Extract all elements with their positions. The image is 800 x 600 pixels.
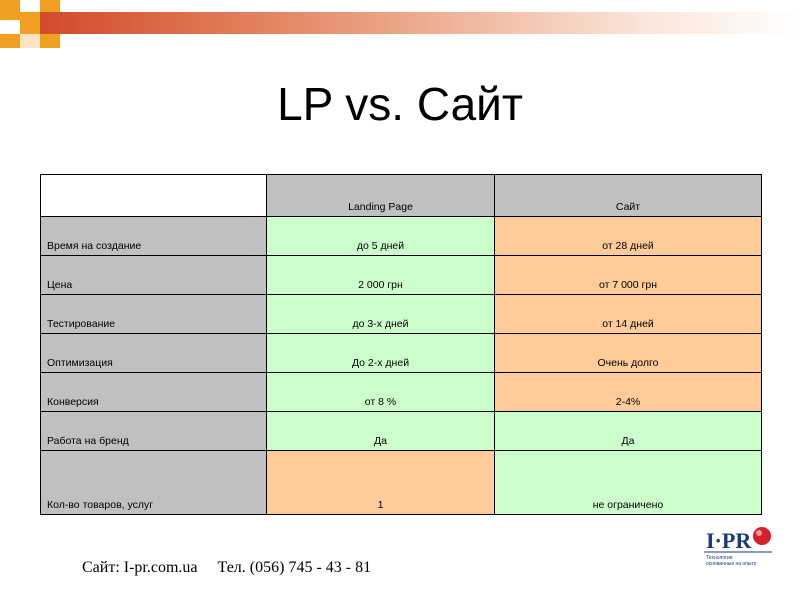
deco-square	[0, 0, 20, 20]
site-value: Да	[494, 411, 762, 451]
comparison-table: Landing Page Сайт Время на создание до 5…	[40, 174, 762, 515]
site-value: от 14 дней	[494, 294, 762, 334]
lp-value: 2 000 грн	[266, 255, 495, 295]
logo-red-circle	[753, 527, 771, 545]
row-label: Оптимизация	[40, 333, 267, 373]
lp-value: 1	[266, 450, 495, 515]
table-row: Конверсия от 8 % 2-4%	[40, 372, 762, 412]
logo-text: I·PR	[706, 528, 752, 553]
footer-contacts: Сайт: I-pr.com.ua Тел. (056) 745 - 43 - …	[82, 559, 371, 577]
ipr-logo: I·PR Технологии основанные на опыте	[700, 514, 780, 576]
logo-tagline-1: Технологии	[706, 555, 733, 561]
row-label: Конверсия	[40, 372, 267, 412]
table-row: Кол-во товаров, услуг 1 не ограничено	[40, 450, 762, 515]
lp-value: до 3-х дней	[266, 294, 495, 334]
table-row: Оптимизация До 2-х дней Очень долго	[40, 333, 762, 373]
table-header-landing-page: Landing Page	[266, 174, 495, 217]
slide-title: LP vs. Сайт	[277, 78, 523, 130]
row-label: Кол-во товаров, услуг	[40, 450, 267, 515]
site-value: от 7 000 грн	[494, 255, 762, 295]
deco-square	[0, 34, 20, 48]
row-label: Работа на бренд	[40, 411, 267, 451]
logo-highlight	[756, 530, 762, 536]
table-header-row: Landing Page Сайт	[40, 174, 762, 217]
site-value: 2-4%	[494, 372, 762, 412]
site-value: Очень долго	[494, 333, 762, 373]
table-row: Работа на бренд Да Да	[40, 411, 762, 451]
deco-square	[20, 34, 40, 48]
ipr-logo-graphic: I·PR Технологии основанные на опыте	[704, 527, 772, 567]
header-gradient-bar	[40, 12, 800, 34]
site-value: от 28 дней	[494, 216, 762, 256]
table-row: Время на создание до 5 дней от 28 дней	[40, 216, 762, 256]
row-label: Время на создание	[40, 216, 267, 256]
table-row: Тестирование до 3-х дней от 14 дней	[40, 294, 762, 334]
deco-square	[20, 12, 40, 34]
table-row: Цена 2 000 грн от 7 000 грн	[40, 255, 762, 295]
lp-value: до 5 дней	[266, 216, 495, 256]
lp-value: До 2-х дней	[266, 333, 495, 373]
deco-square	[40, 0, 60, 12]
row-label: Цена	[40, 255, 267, 295]
lp-value: Да	[266, 411, 495, 451]
site-value: не ограничено	[494, 450, 762, 515]
table-header-empty	[40, 174, 267, 217]
logo-tagline-2: основанные на опыте	[706, 561, 757, 567]
table-header-site: Сайт	[494, 174, 762, 217]
footer-site-link[interactable]: Сайт: I-pr.com.ua	[82, 559, 198, 576]
deco-square	[40, 34, 60, 48]
footer-phone: Тел. (056) 745 - 43 - 81	[217, 559, 372, 576]
lp-value: от 8 %	[266, 372, 495, 412]
row-label: Тестирование	[40, 294, 267, 334]
